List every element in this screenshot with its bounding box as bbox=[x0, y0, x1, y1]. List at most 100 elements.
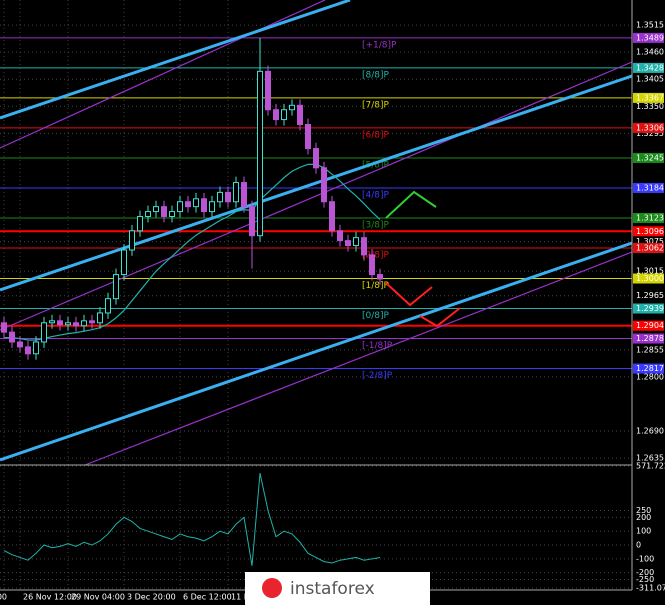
cci-tick-label: 571.7224 bbox=[636, 462, 665, 471]
level-price: 1.3428 bbox=[636, 63, 664, 72]
level-price: 1.3062 bbox=[636, 244, 664, 253]
level-name: [4/8]P bbox=[362, 190, 390, 200]
watermark: instaforex bbox=[245, 572, 430, 605]
candle-body bbox=[345, 240, 351, 247]
y-tick-label: 1.2855 bbox=[636, 345, 664, 354]
candle-body bbox=[89, 320, 95, 324]
level-name: [1/8]P bbox=[362, 281, 390, 291]
level-name: [5/8]P bbox=[362, 160, 390, 170]
level-name: [-1/8]P bbox=[362, 341, 393, 351]
level-price: 1.3000 bbox=[636, 274, 664, 283]
levels: 1.3489 [+1/8]P 1.3428 [8/8]P 1.3367 [7/8]P 1.3… bbox=[0, 32, 664, 381]
channel-line bbox=[0, 0, 351, 120]
level-price: 1.2939 bbox=[636, 304, 664, 313]
cci-tick-label: -100 bbox=[636, 554, 654, 563]
candle-body bbox=[361, 237, 367, 256]
trend-lines bbox=[0, 0, 633, 466]
level-price-box bbox=[633, 363, 664, 374]
level-price-box bbox=[633, 152, 664, 163]
candle-body bbox=[25, 346, 31, 355]
candle-body bbox=[129, 230, 135, 251]
arrow bbox=[385, 190, 437, 219]
y-tick-label: 1.3075 bbox=[636, 237, 664, 246]
candle-body bbox=[97, 312, 103, 324]
level-price: 1.3306 bbox=[636, 123, 664, 132]
candle-body bbox=[209, 201, 215, 213]
level-price: 1.3184 bbox=[636, 183, 664, 192]
level-price: 1.2904 bbox=[636, 321, 664, 330]
level-name: [2/8]P bbox=[362, 251, 390, 261]
y-tick-label: 1.2800 bbox=[636, 372, 664, 381]
candle-body bbox=[329, 201, 335, 232]
level-name: [-2/8]P bbox=[362, 371, 393, 381]
candle-body bbox=[49, 320, 55, 324]
y-tick-label: 1.2965 bbox=[636, 291, 664, 300]
candle-body bbox=[81, 320, 87, 327]
cci-tick-label: -311.0706 bbox=[636, 584, 665, 593]
y-tick-label: 1.2690 bbox=[636, 427, 664, 436]
channel-line bbox=[0, 61, 633, 331]
level-price-box bbox=[633, 32, 664, 43]
candles bbox=[1, 37, 383, 360]
candle-body bbox=[281, 109, 287, 121]
watermark-logo bbox=[262, 578, 282, 598]
cci-tick-label: 0 bbox=[636, 541, 641, 550]
candle-body bbox=[57, 320, 63, 326]
candle-body bbox=[193, 198, 199, 208]
candle-body bbox=[225, 191, 231, 203]
y-tick-label: 1.3460 bbox=[636, 48, 664, 57]
level-price: 1.3096 bbox=[636, 227, 664, 236]
level-price: 1.2878 bbox=[636, 334, 664, 343]
arrow bbox=[419, 307, 461, 328]
candle-body bbox=[65, 322, 71, 326]
cci-tick-label: -250 bbox=[636, 575, 654, 584]
channel-line bbox=[0, 74, 633, 292]
candle-body bbox=[121, 249, 127, 276]
y-tick-label: 1.2635 bbox=[636, 454, 664, 463]
level-price: 1.2817 bbox=[636, 364, 664, 373]
x-tick-label: 26 Nov 12:00 bbox=[23, 593, 77, 602]
candle-body bbox=[305, 123, 311, 150]
level-price-box bbox=[633, 273, 664, 284]
cci-line bbox=[3, 473, 381, 566]
cci-tick-label: 200 bbox=[636, 513, 651, 522]
level-price: 1.3367 bbox=[636, 93, 664, 102]
candle-body bbox=[169, 211, 175, 218]
cci-tick-label: 100 bbox=[636, 527, 651, 536]
candle-body bbox=[217, 191, 223, 203]
level-price-box bbox=[633, 320, 664, 331]
level-price-box bbox=[633, 92, 664, 103]
level-price-box bbox=[633, 333, 664, 344]
x-tick-label: 29 Nov 04:00 bbox=[71, 593, 125, 602]
x-tick-label: 11 De bbox=[231, 593, 255, 602]
candle-body bbox=[185, 201, 191, 208]
level-name: [7/8]P bbox=[362, 100, 390, 110]
x-tick-label: 6 Dec 12:00 bbox=[183, 593, 232, 602]
candle-body bbox=[105, 298, 111, 314]
y-tick-label: 1.3350 bbox=[636, 102, 664, 111]
x-tick-label: :00 bbox=[0, 593, 7, 602]
level-name: [8/8]P bbox=[362, 70, 390, 80]
candle-body bbox=[273, 109, 279, 121]
candle-body bbox=[257, 70, 263, 237]
candle-body bbox=[9, 331, 15, 343]
level-price: 1.3245 bbox=[636, 153, 664, 162]
candle-body bbox=[137, 216, 143, 232]
candle-body bbox=[33, 341, 39, 355]
level-price-box bbox=[633, 303, 664, 314]
candle-body bbox=[265, 70, 271, 111]
candle-body bbox=[161, 206, 167, 218]
candle-body bbox=[17, 341, 23, 348]
candle-body bbox=[313, 148, 319, 169]
level-price-box bbox=[633, 62, 664, 73]
level-price-box bbox=[633, 212, 664, 223]
candle-body bbox=[145, 211, 151, 218]
level-price-box bbox=[633, 182, 664, 193]
level-name: [+1/8]P bbox=[362, 40, 397, 50]
arrows bbox=[385, 190, 461, 328]
level-name: [6/8]P bbox=[362, 130, 390, 140]
cci-tick-label: -200 bbox=[636, 568, 654, 577]
cci-tick-label: 250 bbox=[636, 506, 651, 515]
level-name: [0/8]P bbox=[362, 311, 390, 321]
